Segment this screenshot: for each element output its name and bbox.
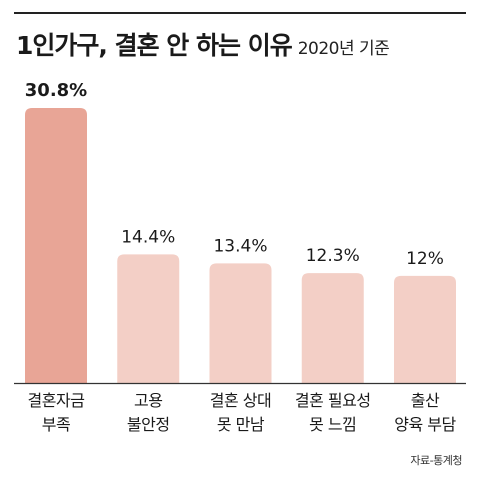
category-label-4-line-2: 못 느낌 <box>309 415 356 434</box>
value-label-2: 14.4% <box>121 227 175 247</box>
source-note: 자료-통계청 <box>410 454 462 467</box>
bar-1 <box>25 108 87 383</box>
category-label-5-line-1: 출산 <box>411 391 440 410</box>
bar-3 <box>209 263 272 383</box>
top-rule <box>14 12 466 14</box>
category-label-3-line-1: 결혼 상대 <box>210 391 271 410</box>
value-label-3: 13.4% <box>213 236 267 256</box>
bar-2 <box>117 254 180 383</box>
category-label-1-line-1: 결혼자금 <box>28 391 85 410</box>
category-label-1-line-2: 부족 <box>42 415 70 434</box>
bar-5 <box>394 275 456 383</box>
category-label-2-line-1: 고용 <box>134 391 162 410</box>
value-label-4: 12.3% <box>306 246 360 266</box>
chart-subtitle: 2020년 기준 <box>297 39 390 59</box>
chart-title: 1인가구, 결혼 안 하는 이유 2020년 기준 <box>16 26 390 62</box>
category-label-5-line-2: 양육 부담 <box>394 415 456 434</box>
value-label-1: 30.8% <box>25 80 87 101</box>
value-label-5: 12% <box>406 249 444 269</box>
chart-title-text: 1인가구, 결혼 안 하는 이유 <box>16 31 293 60</box>
category-label-3-line-2: 못 만남 <box>217 415 265 434</box>
bar-4 <box>301 273 364 383</box>
category-label-2-line-2: 불안정 <box>127 415 170 434</box>
category-label-4-line-1: 결혼 필요성 <box>295 391 371 410</box>
